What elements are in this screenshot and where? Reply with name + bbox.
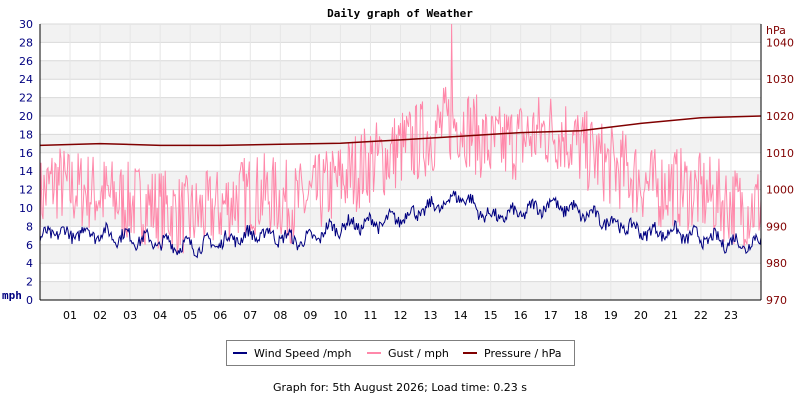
x-tick-label: 06	[213, 309, 227, 322]
left-tick-label: 0	[26, 294, 33, 307]
pressure-swatch	[463, 352, 477, 354]
right-tick-label: 1000	[766, 184, 794, 197]
right-axis-unit: hPa	[766, 24, 786, 37]
footer-text: Graph for: 5th August 2026; Load time: 0…	[273, 381, 527, 394]
left-tick-label: 8	[26, 220, 33, 233]
x-tick-label: 10	[333, 309, 347, 322]
legend: Wind Speed /mph Gust / mph Pressure / hP…	[226, 340, 575, 366]
left-tick-label: 2	[26, 276, 33, 289]
x-tick-label: 13	[424, 309, 438, 322]
x-tick-label: 07	[243, 309, 257, 322]
right-axis-ticks: 970 980 990 1000 1010 1020 1030 1040	[766, 36, 794, 307]
left-tick-label: 20	[19, 110, 33, 123]
left-tick-label: 24	[19, 73, 33, 86]
right-tick-label: 970	[766, 294, 787, 307]
legend-item-pressure: Pressure / hPa	[463, 348, 562, 360]
right-tick-label: 1040	[766, 36, 794, 49]
x-tick-label: 15	[484, 309, 498, 322]
legend-item-gust: Gust / mph	[367, 348, 449, 360]
x-tick-label: 16	[514, 309, 528, 322]
left-tick-label: 16	[19, 147, 33, 160]
left-axis-unit: mph	[2, 289, 22, 302]
x-tick-label: 02	[93, 309, 107, 322]
right-tick-label: 1010	[766, 147, 794, 160]
x-axis-ticks: 01 02 03 04 05 06 07 08 09 10 11 12 13 14 15 16 17 18 19 20…	[63, 309, 738, 322]
x-tick-label: 12	[394, 309, 408, 322]
left-tick-label: 18	[19, 128, 33, 141]
x-tick-label: 11	[363, 309, 377, 322]
series-layer	[39, 23, 762, 259]
x-tick-label: 04	[153, 309, 167, 322]
x-tick-label: 21	[664, 309, 678, 322]
right-tick-label: 990	[766, 220, 787, 233]
axes	[39, 24, 762, 301]
x-tick-label: 19	[604, 309, 618, 322]
left-tick-label: 22	[19, 92, 33, 105]
wind-swatch	[233, 352, 247, 354]
left-tick-label: 4	[26, 257, 33, 270]
left-tick-label: 28	[19, 36, 33, 49]
x-tick-label: 23	[724, 309, 738, 322]
x-tick-label: 17	[544, 309, 558, 322]
x-tick-label: 01	[63, 309, 77, 322]
left-tick-label: 12	[19, 184, 33, 197]
gust-swatch	[367, 352, 381, 354]
x-tick-label: 22	[694, 309, 708, 322]
x-tick-label: 09	[303, 309, 317, 322]
x-tick-label: 08	[273, 309, 287, 322]
left-tick-label: 26	[19, 55, 33, 68]
pressure-series-line	[39, 115, 762, 147]
x-tick-label: 18	[574, 309, 588, 322]
legend-label-gust: Gust / mph	[388, 347, 449, 360]
x-tick-label: 14	[454, 309, 468, 322]
left-tick-label: 10	[19, 202, 33, 215]
right-tick-label: 980	[766, 257, 787, 270]
legend-item-wind: Wind Speed /mph	[233, 348, 352, 360]
right-tick-label: 1030	[766, 73, 794, 86]
x-tick-label: 20	[634, 309, 648, 322]
wind-series-line	[39, 190, 762, 259]
legend-label-wind: Wind Speed /mph	[254, 347, 352, 360]
gust-series-line	[39, 23, 762, 254]
legend-label-pressure: Pressure / hPa	[484, 347, 562, 360]
chart-title: Daily graph of Weather	[327, 7, 473, 20]
left-tick-label: 30	[19, 18, 33, 31]
x-tick-label: 05	[183, 309, 197, 322]
x-tick-label: 03	[123, 309, 137, 322]
left-tick-label: 14	[19, 165, 33, 178]
left-tick-label: 6	[26, 239, 33, 252]
right-tick-label: 1020	[766, 110, 794, 123]
